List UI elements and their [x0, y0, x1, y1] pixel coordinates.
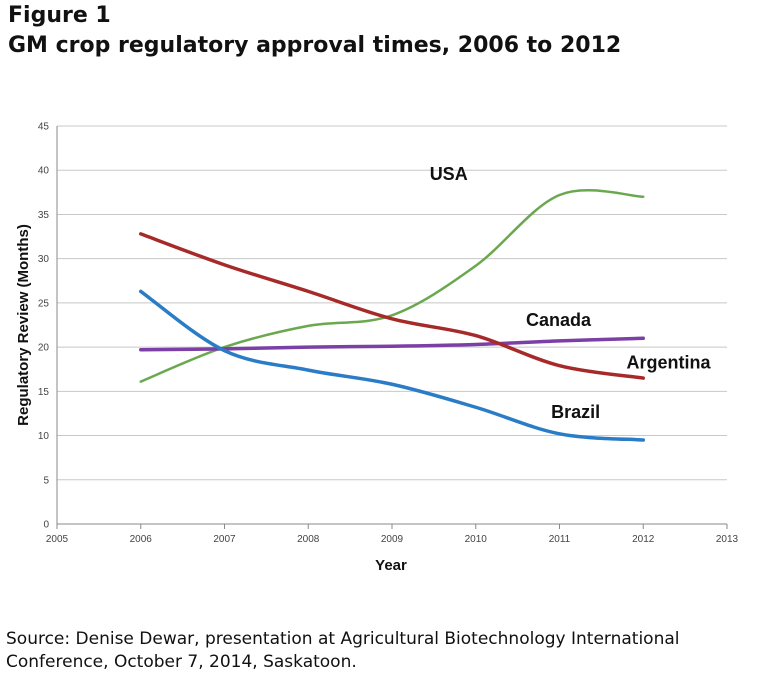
series-line-argentina [139, 232, 645, 380]
grid-lines [57, 125, 727, 525]
x-tick-label: 2011 [549, 534, 571, 545]
y-tick-label: 45 [38, 122, 50, 133]
x-axis-title: Year [375, 557, 407, 574]
y-tick-label: 5 [43, 475, 49, 486]
figure-title: GM crop regulatory approval times, 2006 … [8, 33, 622, 58]
y-tick-label: 30 [38, 254, 50, 265]
y-tick-label: 15 [38, 387, 50, 398]
series-label-usa: USA [430, 164, 468, 184]
series-label-brazil: Brazil [551, 402, 600, 422]
x-tick-label: 2008 [297, 534, 320, 545]
y-tick-labels: 0 5 10 15 20 25 30 35 40 45 [38, 122, 50, 531]
y-tick-label: 35 [38, 210, 50, 221]
figure-label: Figure 1 [8, 3, 111, 28]
x-tick-label: 2012 [632, 534, 655, 545]
x-tick-label: 2005 [46, 534, 69, 545]
source-note: Source: Denise Dewar, presentation at Ag… [6, 628, 679, 674]
series-line-usa [139, 188, 645, 383]
series-label-argentina: Argentina [627, 352, 712, 372]
x-tick-labels: 2005 2006 2007 2008 2009 2010 2011 2012 2013 [46, 534, 739, 545]
y-tick-label: 10 [38, 431, 50, 442]
y-axis-title: Regulatory Review (Months) [15, 224, 32, 426]
x-tick-label: 2013 [716, 534, 739, 545]
y-tick-label: 40 [38, 166, 50, 177]
x-tick-label: 2007 [213, 534, 236, 545]
series-labels: USA Canada Argentina Brazil [430, 164, 712, 422]
axes [56, 126, 728, 529]
y-tick-label: 0 [43, 520, 49, 531]
y-tick-label: 20 [38, 343, 50, 354]
x-tick-label: 2009 [381, 534, 404, 545]
x-tick-label: 2010 [465, 534, 488, 545]
series-label-canada: Canada [526, 310, 592, 330]
source-line-2: Conference, October 7, 2014, Saskatoon. [6, 652, 357, 672]
series-lines [139, 188, 645, 442]
y-tick-label: 25 [38, 298, 50, 309]
series-line-brazil [139, 289, 645, 442]
x-tick-label: 2006 [130, 534, 153, 545]
source-line-1: Source: Denise Dewar, presentation at Ag… [6, 629, 680, 649]
